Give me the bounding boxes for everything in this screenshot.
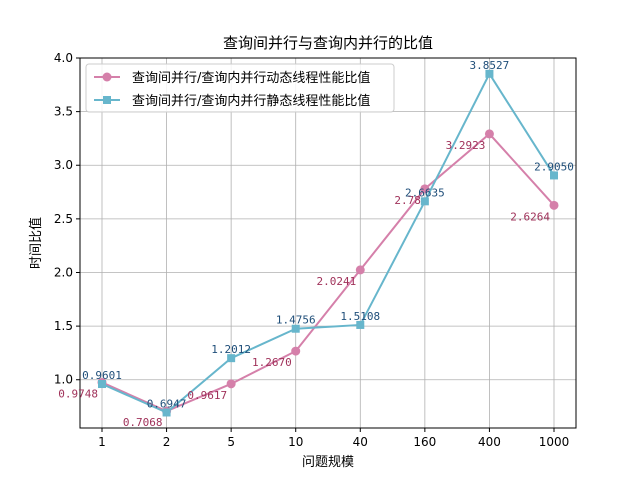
data-point-1 — [485, 69, 494, 78]
x-tick-label: 5 — [227, 435, 235, 449]
grid — [80, 57, 576, 428]
chart-title: 查询间并行与查询内并行的比值 — [223, 34, 433, 52]
data-label-1: 0.9601 — [82, 369, 122, 382]
x-tick-label: 10 — [288, 435, 303, 449]
x-axis-title: 问题规模 — [302, 455, 354, 470]
axis-ticks: 1 2 5 10 40 160 400 1000 1.0 1.5 2.0 2.5 3.0 3.5 4.0 — [54, 51, 569, 449]
x-tick-label: 160 — [413, 435, 436, 449]
data-label-1: 0.6947 — [147, 397, 187, 410]
x-tick-label: 400 — [478, 435, 501, 449]
data-label-0: 2.78 — [394, 194, 421, 207]
legend: 查询间并行/查询内并行动态线程性能比值 查询间并行/查询内并行静态线程性能比值 — [85, 63, 395, 113]
data-point-1 — [291, 324, 300, 333]
x-tick-label: 2 — [163, 435, 171, 449]
y-tick-label: 2.0 — [54, 265, 73, 279]
data-label-1: 3.8527 — [470, 59, 510, 72]
legend-marker-static — [103, 96, 111, 104]
data-label-1: 1.5108 — [340, 310, 380, 323]
y-axis-title: 时间比值 — [28, 217, 44, 269]
legend-label-dynamic: 查询间并行/查询内并行动态线程性能比值 — [132, 70, 370, 86]
legend-box — [85, 63, 395, 113]
y-tick-label: 3.5 — [54, 105, 73, 119]
y-tick-label: 1.5 — [54, 319, 73, 333]
data-point-0 — [549, 200, 559, 210]
y-tick-label: 2.5 — [54, 212, 73, 226]
data-label-1: 2.6635 — [405, 186, 445, 199]
y-tick-label: 3.0 — [54, 158, 73, 172]
y-tick-label: 1.0 — [54, 373, 73, 387]
data-point-0 — [291, 346, 301, 356]
legend-label-static: 查询间并行/查询内并行静态线程性能比值 — [132, 93, 370, 109]
x-tick-label: 1000 — [539, 435, 570, 449]
data-label-0: 1.2670 — [252, 356, 292, 369]
data-label-0: 2.0241 — [317, 275, 357, 288]
data-label-1: 2.9050 — [534, 160, 574, 173]
data-point-1 — [98, 380, 106, 389]
x-tick-label: 40 — [353, 435, 368, 449]
data-label-0: 2.6264 — [510, 210, 550, 223]
series-layer — [97, 69, 559, 417]
series-line-1 — [101, 71, 555, 414]
data-label-0: 0.9748 — [58, 387, 98, 400]
data-point-1 — [162, 408, 171, 417]
data-label-1: 1.4756 — [276, 314, 316, 327]
y-tick-label: 4.0 — [54, 51, 73, 65]
data-point-1 — [356, 320, 365, 329]
data-label-0: 0.9617 — [187, 389, 227, 402]
data-labels: 0.9748 0.7068 0.9617 1.2670 2.0241 2.78 3.2923… — [58, 59, 574, 429]
plot-area-frame — [79, 57, 577, 429]
data-point-0 — [420, 184, 430, 194]
data-label-0: 3.2923 — [446, 139, 486, 152]
data-point-0 — [355, 265, 365, 275]
series-line-0 — [101, 132, 555, 413]
legend-marker-dynamic — [102, 72, 112, 82]
data-label-0: 0.7068 — [123, 416, 163, 429]
data-point-1 — [420, 197, 429, 206]
data-point-1 — [550, 171, 558, 180]
data-label-1: 1.2012 — [211, 343, 251, 356]
x-tick-label: 1 — [98, 435, 106, 449]
data-point-1 — [227, 354, 236, 363]
data-point-0 — [484, 129, 494, 139]
data-point-0 — [226, 379, 236, 389]
